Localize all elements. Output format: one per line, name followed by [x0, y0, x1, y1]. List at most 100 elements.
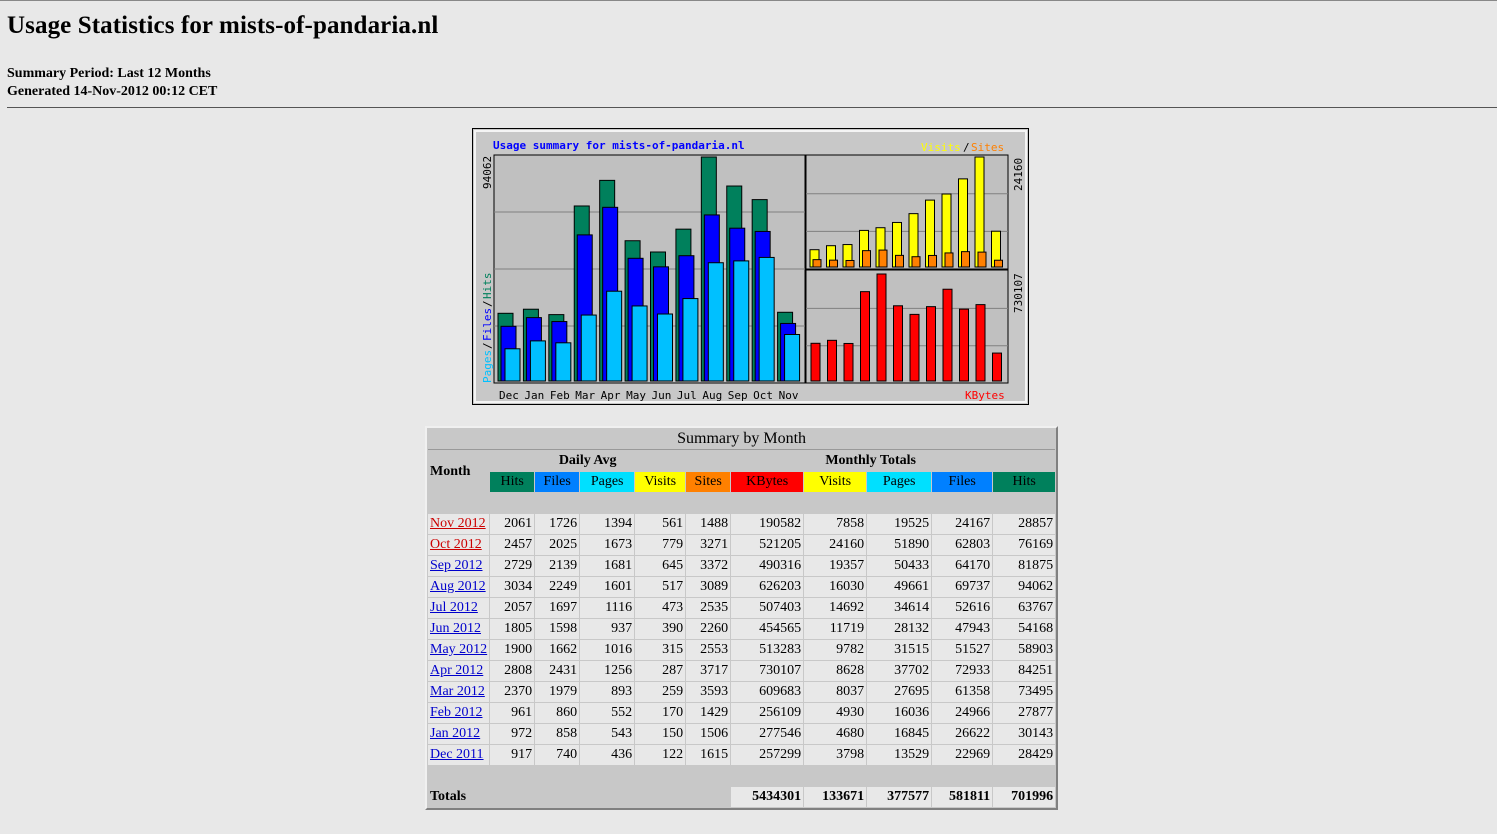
monthly-kbytes-cell: 490316: [731, 556, 804, 576]
daily-hits-cell: 2061: [490, 514, 535, 534]
pages-bar: [682, 298, 699, 382]
month-link[interactable]: May 2012: [430, 642, 488, 657]
monthly-kbytes-cell: 454565: [731, 619, 804, 639]
month-link[interactable]: Aug 2012: [430, 579, 486, 594]
kbytes-bar: [810, 342, 821, 382]
monthly-pages-cell: 13529: [867, 745, 932, 765]
table-row: Sep 2012 2729 2139 1681 645 3372 490316 19357 50…: [428, 556, 1056, 576]
daily-files-cell: 2431: [535, 661, 580, 681]
month-link[interactable]: Jan 2012: [430, 726, 481, 741]
monthly-visits-cell: 24160: [804, 535, 867, 555]
daily-files-cell: 1662: [535, 640, 580, 660]
month-link[interactable]: Feb 2012: [430, 705, 483, 720]
total-files-cell: 581811: [932, 787, 993, 807]
monthly-kbytes-cell: 730107: [731, 661, 804, 681]
col-header-hits: Hits: [490, 472, 535, 492]
daily-hits-cell: 2729: [490, 556, 535, 576]
month-link[interactable]: Jul 2012: [430, 600, 478, 615]
daily-pages-cell: 1116: [580, 598, 635, 618]
monthly-pages-cell: 37702: [867, 661, 932, 681]
monthly-visits-cell: 8037: [804, 682, 867, 702]
monthly-sites-cell: 3372: [686, 556, 731, 576]
total-pages-cell: 377577: [867, 787, 932, 807]
monthly-sites-cell: 3593: [686, 682, 731, 702]
left-axis-hits-label: Hits: [481, 273, 494, 300]
daily-visits-cell: 170: [635, 703, 686, 723]
daily-files-cell: 2025: [535, 535, 580, 555]
daily-files-cell: 1697: [535, 598, 580, 618]
month-link[interactable]: Jun 2012: [430, 621, 481, 636]
col-header-files: Files: [932, 472, 993, 492]
summary-by-month-table: Summary by Month Month Daily Avg Monthly…: [425, 426, 1059, 810]
monthly-files-cell: 61358: [932, 682, 993, 702]
col-header-pages: Pages: [580, 472, 635, 492]
col-header-pages: Pages: [867, 472, 932, 492]
daily-files-cell: 858: [535, 724, 580, 744]
monthly-visits-cell: 19357: [804, 556, 867, 576]
month-tick-label: Jan: [524, 389, 544, 402]
monthly-files-cell: 62803: [932, 535, 993, 555]
daily-visits-cell: 259: [635, 682, 686, 702]
monthly-sites-cell: 1488: [686, 514, 731, 534]
pages-bar: [657, 313, 673, 382]
table-row: Apr 2012 2808 2431 1256 287 3717 730107 8628 377…: [428, 661, 1056, 681]
month-cell: Feb 2012: [428, 703, 490, 723]
monthly-files-cell: 69737: [932, 577, 993, 597]
monthly-files-cell: 24167: [932, 514, 993, 534]
monthly-kbytes-cell: 277546: [731, 724, 804, 744]
monthly-kbytes-cell: 507403: [731, 598, 804, 618]
sites-bar: [895, 254, 904, 268]
total-kbytes-cell: 5434301: [731, 787, 804, 807]
visits-bar: [974, 156, 985, 268]
right-bottom-axis-max: 730107: [1012, 273, 1025, 313]
month-tick-label: Aug: [702, 389, 722, 402]
month-link[interactable]: Nov 2012: [430, 516, 486, 531]
pages-bar: [707, 262, 724, 382]
month-cell: Jul 2012: [428, 598, 490, 618]
monthly-sites-cell: 2260: [686, 619, 731, 639]
table-row: Jan 2012 972 858 543 150 1506 277546 4680 16845 2…: [428, 724, 1056, 744]
daily-hits-cell: 972: [490, 724, 535, 744]
daily-visits-cell: 645: [635, 556, 686, 576]
daily-visits-cell: 150: [635, 724, 686, 744]
daily-pages-cell: 436: [580, 745, 635, 765]
left-axis-files-label: Files: [481, 308, 494, 341]
month-cell: Oct 2012: [428, 535, 490, 555]
monthly-kbytes-cell: 513283: [731, 640, 804, 660]
monthly-pages-cell: 19525: [867, 514, 932, 534]
pages-bar: [504, 348, 521, 382]
legend-visits: Visits: [921, 141, 961, 154]
kbytes-bar: [942, 288, 953, 382]
month-tick-label: Apr: [601, 389, 621, 402]
daily-files-cell: 1979: [535, 682, 580, 702]
monthly-hits-cell: 76169: [993, 535, 1056, 555]
pages-bar: [580, 314, 597, 382]
monthly-kbytes-cell: 521205: [731, 535, 804, 555]
daily-pages-cell: 1016: [580, 640, 635, 660]
month-link[interactable]: Dec 2011: [430, 747, 484, 762]
month-link[interactable]: Apr 2012: [430, 663, 484, 678]
monthly-files-cell: 72933: [932, 661, 993, 681]
usage-graph-canvas: Usage summary for mists-of-pandaria.nl Vi…: [474, 130, 1027, 403]
daily-hits-cell: 1805: [490, 619, 535, 639]
month-tick-label: May: [626, 389, 646, 402]
monthly-kbytes-cell: 609683: [731, 682, 804, 702]
sites-bar: [812, 259, 822, 268]
monthly-kbytes-cell: 626203: [731, 577, 804, 597]
monthly-files-cell: 64170: [932, 556, 993, 576]
monthly-visits-cell: 11719: [804, 619, 867, 639]
monthly-pages-cell: 50433: [867, 556, 932, 576]
col-header-visits: Visits: [635, 472, 686, 492]
month-cell: Sep 2012: [428, 556, 490, 576]
daily-visits-cell: 779: [635, 535, 686, 555]
monthly-pages-cell: 16845: [867, 724, 932, 744]
daily-hits-cell: 2370: [490, 682, 535, 702]
sites-bar: [911, 256, 921, 268]
month-link[interactable]: Mar 2012: [430, 684, 485, 699]
month-link[interactable]: Sep 2012: [430, 558, 483, 573]
month-tick-label: Jun: [652, 389, 672, 402]
monthly-hits-cell: 27877: [993, 703, 1056, 723]
page-title: Usage Statistics for mists-of-pandaria.n…: [7, 12, 439, 39]
month-link[interactable]: Oct 2012: [430, 537, 482, 552]
col-header-files: Files: [535, 472, 580, 492]
